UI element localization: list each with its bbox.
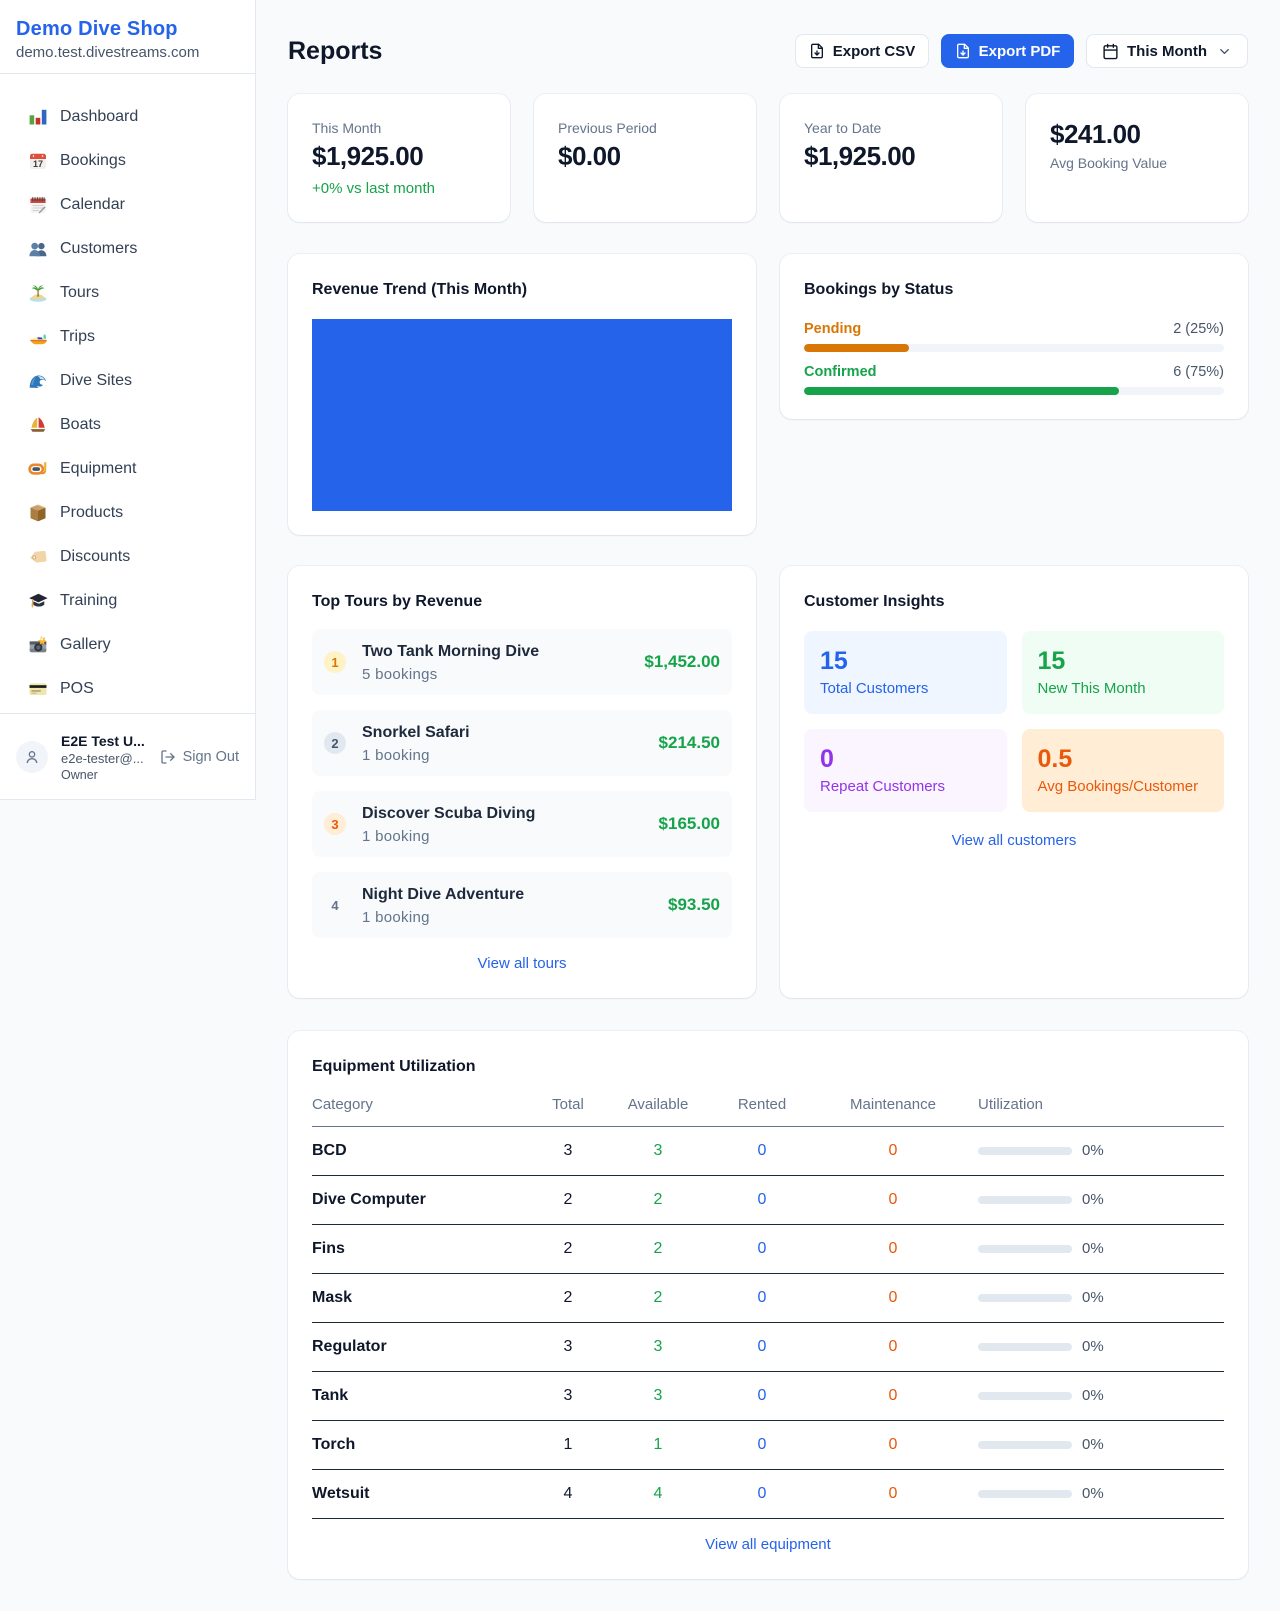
svg-text:17: 17 [33,159,43,169]
